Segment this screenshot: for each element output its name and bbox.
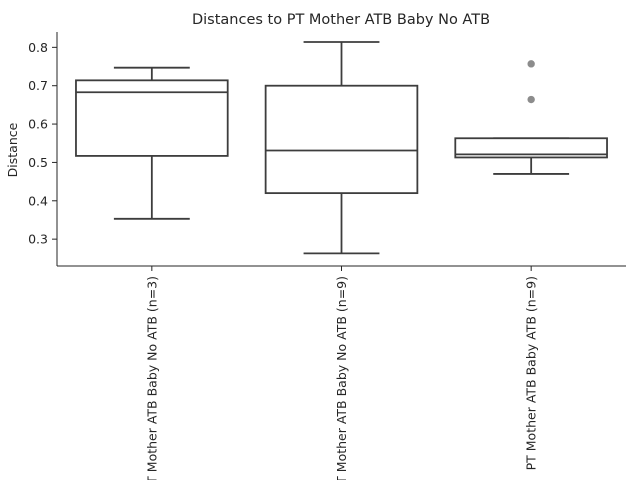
y-tick-label: 0.4 (28, 193, 48, 208)
y-tick-label: 0.5 (28, 155, 48, 170)
box-2-iqr-rect (264, 84, 419, 195)
y-axis-label: Distance (5, 122, 20, 177)
y-tick-label: 0.8 (28, 40, 48, 55)
x-tick-label: PT Mother ATB Baby No ATB (n=9) (334, 276, 349, 480)
box-3-iqr-rect (454, 137, 608, 159)
x-tick-label: PT Mother ATB Baby ATB (n=9) (524, 276, 539, 470)
y-tick-label: 0.3 (28, 232, 48, 247)
y-tick-label: 0.7 (28, 78, 48, 93)
box-3-outlier-point (527, 95, 535, 104)
chart-title: Distances to PT Mother ATB Baby No ATB (192, 12, 490, 28)
y-tick-label: 0.6 (28, 117, 48, 132)
box-3-outlier-point (527, 60, 535, 68)
x-tick-label: PT Mother ATB Baby No ATB (n=3) (144, 276, 159, 480)
plot-area: 0.3 0.4 0.5 0.6 0.7 0.8 PT Mother ATB Baby No … (28, 40, 608, 480)
